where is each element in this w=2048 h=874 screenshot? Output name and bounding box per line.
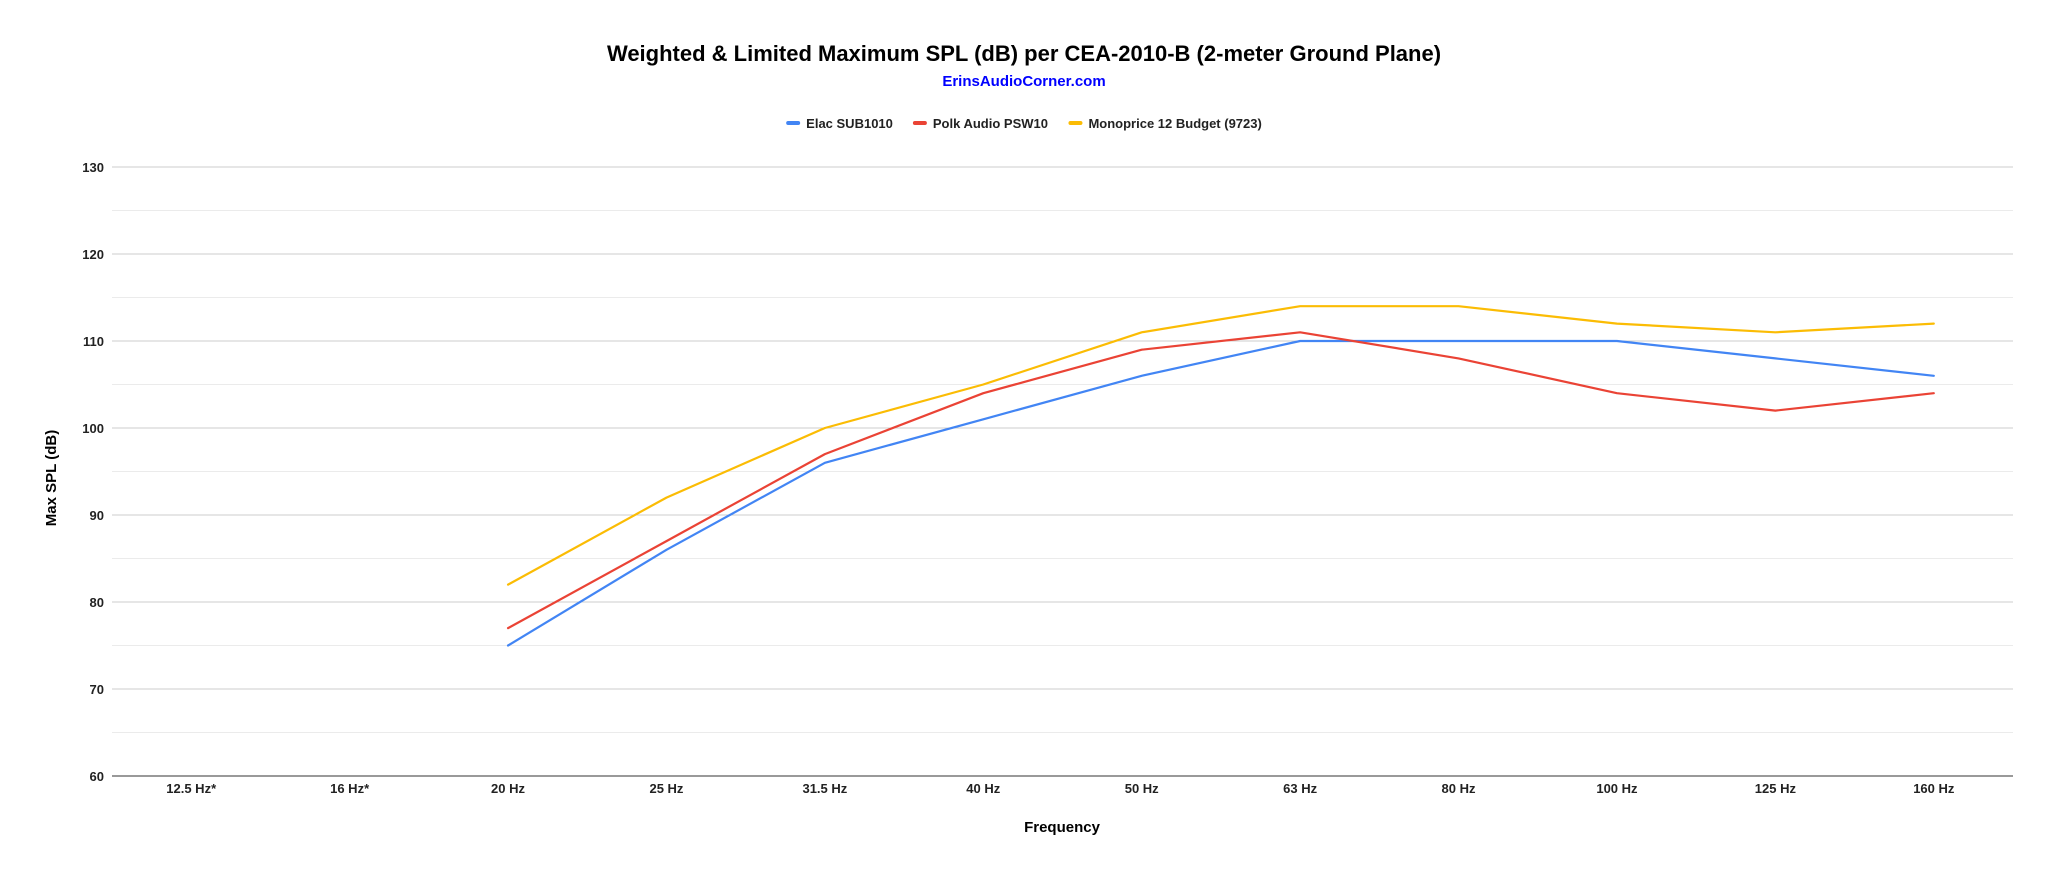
x-tick-label: 16 Hz* — [330, 781, 370, 796]
gridlines — [112, 166, 2013, 777]
y-tick-label: 100 — [82, 421, 104, 436]
legend-label: Polk Audio PSW10 — [933, 116, 1048, 131]
x-axis-label: Frequency — [1024, 819, 1101, 836]
x-tick-label: 25 Hz — [649, 781, 683, 796]
chart-subtitle[interactable]: ErinsAudioCorner.com — [942, 73, 1105, 90]
legend-swatch — [912, 121, 927, 125]
legend-label: Elac SUB1010 — [806, 116, 893, 131]
legend-item[interactable]: Elac SUB1010 — [786, 116, 893, 131]
series-line-2[interactable] — [506, 331, 1935, 630]
x-axis-ticks: 12.5 Hz* 16 Hz* 20 Hz 25 Hz 31.5 Hz 40 Hz 50 H… — [166, 781, 1955, 796]
series-line-3[interactable] — [506, 305, 1935, 586]
y-axis-label: Max SPL (dB) — [43, 430, 60, 526]
legend-swatch — [786, 121, 801, 125]
y-axis-ticks: 60 70 80 90 100 110 120 130 — [82, 160, 104, 784]
subtitle-link[interactable]: ErinsAudioCorner.com — [942, 73, 1105, 90]
y-tick-label: 80 — [90, 595, 104, 610]
legend: Elac SUB1010 Polk Audio PSW10 Monoprice 12… — [786, 116, 1262, 131]
x-tick-label: 31.5 Hz — [802, 781, 847, 796]
y-tick-label: 110 — [83, 334, 104, 349]
x-tick-label: 80 Hz — [1442, 781, 1476, 796]
y-tick-label: 70 — [90, 682, 104, 697]
y-tick-label: 120 — [82, 247, 104, 262]
chart-title: Weighted & Limited Maximum SPL (dB) per … — [607, 41, 1441, 66]
x-tick-label: 40 Hz — [966, 781, 1000, 796]
x-tick-label: 63 Hz — [1283, 781, 1317, 796]
x-tick-label: 160 Hz — [1913, 781, 1955, 796]
x-tick-label: 50 Hz — [1125, 781, 1159, 796]
legend-item[interactable]: Polk Audio PSW10 — [912, 116, 1048, 131]
legend-item[interactable]: Monoprice 12 Budget (9723) — [1068, 116, 1262, 131]
y-tick-label: 60 — [90, 769, 104, 784]
legend-swatch — [1068, 121, 1083, 125]
y-tick-label: 130 — [82, 160, 104, 175]
legend-label: Monoprice 12 Budget (9723) — [1088, 116, 1261, 131]
y-tick-label: 90 — [90, 508, 104, 523]
x-tick-label: 100 Hz — [1596, 781, 1638, 796]
x-tick-label: 12.5 Hz* — [166, 781, 217, 796]
series-lines — [506, 305, 1935, 647]
x-tick-label: 20 Hz — [491, 781, 525, 796]
x-tick-label: 125 Hz — [1755, 781, 1797, 796]
series-line-1[interactable] — [506, 339, 1935, 647]
